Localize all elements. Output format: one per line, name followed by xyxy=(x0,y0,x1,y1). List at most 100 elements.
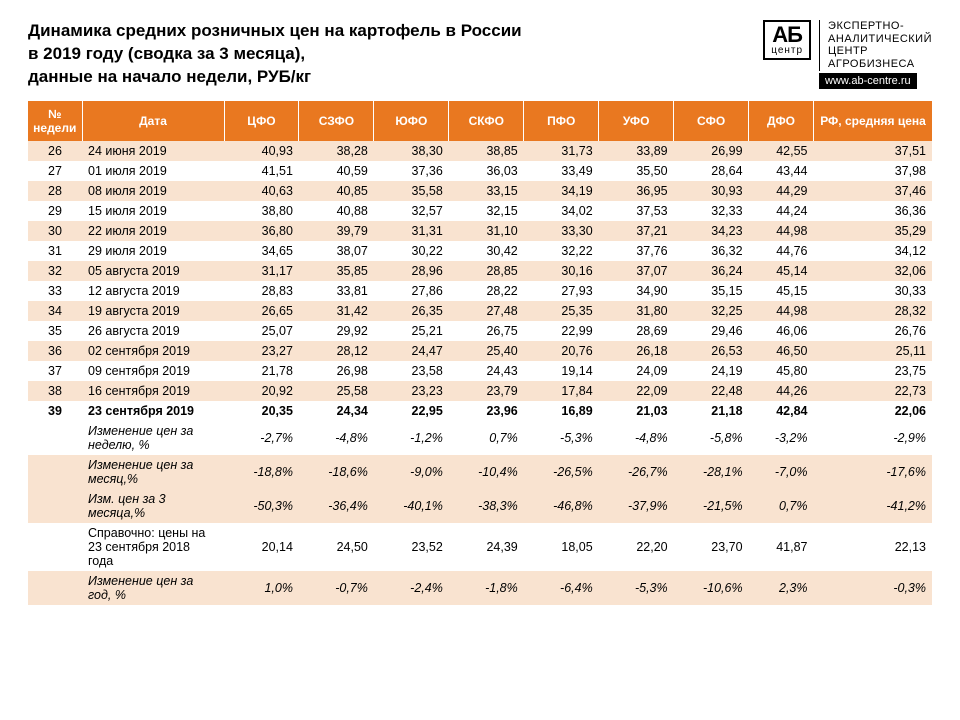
value-cell: 24,47 xyxy=(374,341,449,361)
value-cell: 28,96 xyxy=(374,261,449,281)
value-cell: 28,22 xyxy=(449,281,524,301)
table-row: 3419 августа 201926,6531,4226,3527,4825,… xyxy=(28,301,932,321)
value-cell: 24,43 xyxy=(449,361,524,381)
value-cell: 45,15 xyxy=(749,281,814,301)
value-cell: 23,23 xyxy=(374,381,449,401)
value-cell: 44,24 xyxy=(749,201,814,221)
summary-row: Изменение цен за неделю, %-2,7%-4,8%-1,2… xyxy=(28,421,932,455)
summary-value: -40,1% xyxy=(374,489,449,523)
logo-url: www.ab-centre.ru xyxy=(819,73,917,89)
summary-row: Изм. цен за 3 месяца,%-50,3%-36,4%-40,1%… xyxy=(28,489,932,523)
summary-value: -5,8% xyxy=(674,421,749,455)
week-cell: 39 xyxy=(28,401,82,421)
value-cell: 34,65 xyxy=(224,241,299,261)
value-cell: 26,98 xyxy=(299,361,374,381)
value-cell: 38,28 xyxy=(299,141,374,161)
summary-value: -2,9% xyxy=(814,421,933,455)
summary-value: -2,7% xyxy=(224,421,299,455)
date-cell: 05 августа 2019 xyxy=(82,261,224,281)
summary-value: -38,3% xyxy=(449,489,524,523)
value-cell: 23,58 xyxy=(374,361,449,381)
value-cell: 32,57 xyxy=(374,201,449,221)
summary-value: 23,70 xyxy=(674,523,749,571)
value-cell: 16,89 xyxy=(524,401,599,421)
summary-value: -41,2% xyxy=(814,489,933,523)
value-cell: 22,06 xyxy=(814,401,933,421)
date-cell: 12 августа 2019 xyxy=(82,281,224,301)
value-cell: 37,46 xyxy=(814,181,933,201)
table-row: 2808 июля 201940,6340,8535,5833,1534,193… xyxy=(28,181,932,201)
week-cell: 32 xyxy=(28,261,82,281)
col-header: СЗФО xyxy=(299,101,374,141)
summary-value: -46,8% xyxy=(524,489,599,523)
value-cell: 30,33 xyxy=(814,281,933,301)
value-cell: 34,12 xyxy=(814,241,933,261)
date-cell: 29 июля 2019 xyxy=(82,241,224,261)
value-cell: 41,51 xyxy=(224,161,299,181)
col-header: РФ, средняя цена xyxy=(814,101,933,141)
value-cell: 38,07 xyxy=(299,241,374,261)
value-cell: 40,59 xyxy=(299,161,374,181)
summary-value: 0,7% xyxy=(449,421,524,455)
value-cell: 30,22 xyxy=(374,241,449,261)
value-cell: 34,02 xyxy=(524,201,599,221)
value-cell: 23,27 xyxy=(224,341,299,361)
value-cell: 21,03 xyxy=(599,401,674,421)
value-cell: 46,50 xyxy=(749,341,814,361)
value-cell: 24,34 xyxy=(299,401,374,421)
value-cell: 37,07 xyxy=(599,261,674,281)
summary-row: Изменение цен за год, %1,0%-0,7%-2,4%-1,… xyxy=(28,571,932,605)
week-cell: 28 xyxy=(28,181,82,201)
value-cell: 19,14 xyxy=(524,361,599,381)
value-cell: 32,15 xyxy=(449,201,524,221)
value-cell: 32,22 xyxy=(524,241,599,261)
date-cell: 09 сентября 2019 xyxy=(82,361,224,381)
value-cell: 25,21 xyxy=(374,321,449,341)
date-cell: 15 июля 2019 xyxy=(82,201,224,221)
value-cell: 35,50 xyxy=(599,161,674,181)
value-cell: 36,32 xyxy=(674,241,749,261)
value-cell: 20,35 xyxy=(224,401,299,421)
table-row: 3526 августа 201925,0729,9225,2126,7522,… xyxy=(28,321,932,341)
week-cell: 38 xyxy=(28,381,82,401)
week-cell: 27 xyxy=(28,161,82,181)
value-cell: 44,76 xyxy=(749,241,814,261)
price-table: №неделиДатаЦФОСЗФОЮФОСКФОПФОУФОСФОДФОРФ,… xyxy=(28,101,932,605)
date-cell: 24 июня 2019 xyxy=(82,141,224,161)
value-cell: 21,78 xyxy=(224,361,299,381)
value-cell: 26,75 xyxy=(449,321,524,341)
summary-value: 18,05 xyxy=(524,523,599,571)
table-row: 3816 сентября 201920,9225,5823,2323,7917… xyxy=(28,381,932,401)
value-cell: 26,35 xyxy=(374,301,449,321)
summary-value: -3,2% xyxy=(749,421,814,455)
value-cell: 31,73 xyxy=(524,141,599,161)
col-header: СКФО xyxy=(449,101,524,141)
date-cell: 23 сентября 2019 xyxy=(82,401,224,421)
value-cell: 27,86 xyxy=(374,281,449,301)
table-body: 2624 июня 201940,9338,2838,3038,8531,733… xyxy=(28,141,932,605)
summary-value: -21,5% xyxy=(674,489,749,523)
summary-value: 20,14 xyxy=(224,523,299,571)
value-cell: 20,92 xyxy=(224,381,299,401)
value-cell: 43,44 xyxy=(749,161,814,181)
title-line-1: Динамика средних розничных цен на картоф… xyxy=(28,20,522,43)
value-cell: 33,89 xyxy=(599,141,674,161)
summary-label: Изменение цен за год, % xyxy=(82,571,224,605)
value-cell: 31,42 xyxy=(299,301,374,321)
table-row: 3205 августа 201931,1735,8528,9628,8530,… xyxy=(28,261,932,281)
value-cell: 22,99 xyxy=(524,321,599,341)
summary-value: -4,8% xyxy=(299,421,374,455)
value-cell: 26,53 xyxy=(674,341,749,361)
value-cell: 25,35 xyxy=(524,301,599,321)
table-row: 3312 августа 201928,8333,8127,8628,2227,… xyxy=(28,281,932,301)
page-title: Динамика средних розничных цен на картоф… xyxy=(28,20,522,89)
value-cell: 21,18 xyxy=(674,401,749,421)
col-header: Дата xyxy=(82,101,224,141)
header: Динамика средних розничных цен на картоф… xyxy=(28,20,932,89)
summary-value: -26,5% xyxy=(524,455,599,489)
week-cell: 29 xyxy=(28,201,82,221)
col-header: УФО xyxy=(599,101,674,141)
week-cell: 33 xyxy=(28,281,82,301)
col-header: ДФО xyxy=(749,101,814,141)
value-cell: 40,63 xyxy=(224,181,299,201)
